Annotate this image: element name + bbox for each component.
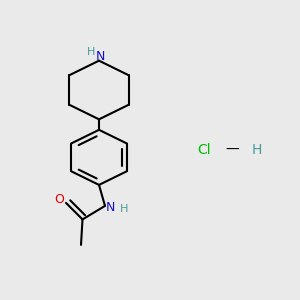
Text: H: H: [119, 204, 128, 214]
Text: H: H: [251, 143, 262, 157]
Text: N: N: [96, 50, 105, 63]
Text: H: H: [86, 47, 95, 57]
Text: N: N: [106, 201, 115, 214]
Text: O: O: [55, 193, 64, 206]
Text: —: —: [226, 143, 239, 157]
Text: Cl: Cl: [197, 143, 211, 157]
